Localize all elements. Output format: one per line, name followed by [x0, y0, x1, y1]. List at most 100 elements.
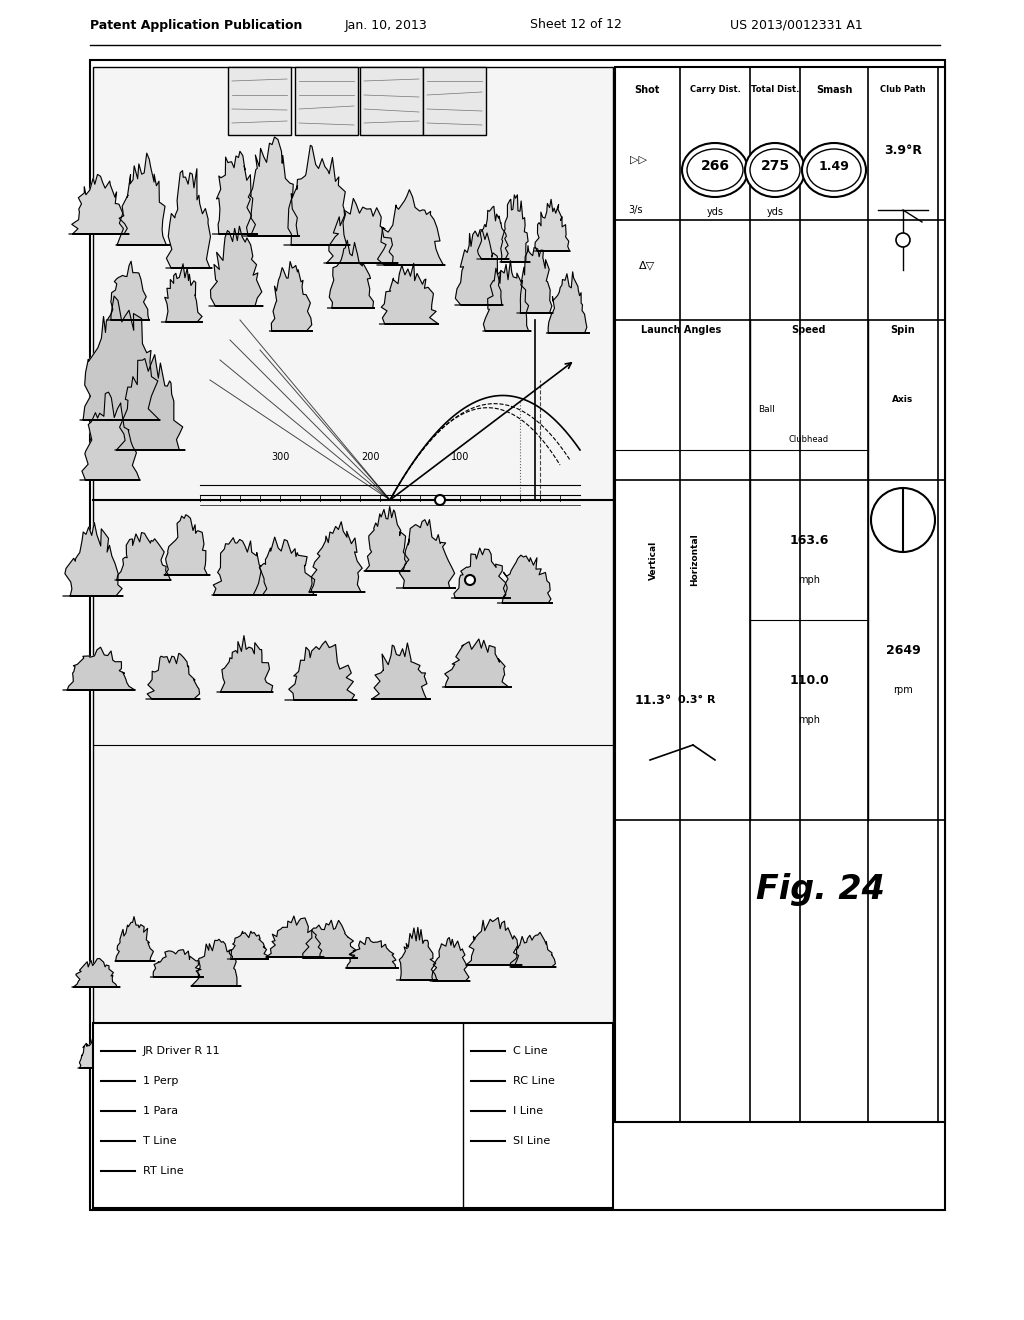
Polygon shape	[227, 931, 268, 960]
Text: Horizontal: Horizontal	[690, 533, 699, 586]
Text: Vertical: Vertical	[648, 540, 657, 579]
Polygon shape	[517, 246, 553, 313]
Text: RC Line: RC Line	[513, 1076, 555, 1086]
Polygon shape	[364, 507, 410, 572]
Polygon shape	[109, 1032, 133, 1063]
Polygon shape	[269, 261, 312, 331]
Polygon shape	[78, 1038, 106, 1068]
Polygon shape	[498, 556, 553, 603]
Polygon shape	[380, 263, 438, 323]
Text: Jan. 10, 2013: Jan. 10, 2013	[345, 18, 428, 32]
Polygon shape	[217, 636, 273, 692]
Polygon shape	[523, 1041, 560, 1078]
Polygon shape	[345, 937, 398, 968]
Text: Smash: Smash	[816, 84, 852, 95]
Polygon shape	[69, 174, 129, 234]
Polygon shape	[452, 548, 511, 598]
Text: Δ▽: Δ▽	[639, 260, 655, 271]
Text: 3.9°R: 3.9°R	[884, 144, 922, 157]
Text: 200: 200	[360, 451, 379, 462]
Bar	[228, 67, 291, 135]
Circle shape	[435, 495, 445, 506]
Polygon shape	[106, 261, 150, 319]
Text: Sheet 12 of 12: Sheet 12 of 12	[530, 18, 622, 32]
Polygon shape	[554, 1044, 585, 1071]
Text: 1 Perp: 1 Perp	[143, 1076, 178, 1086]
Polygon shape	[176, 1052, 213, 1078]
Polygon shape	[372, 643, 430, 700]
Polygon shape	[250, 537, 316, 595]
Polygon shape	[203, 1044, 231, 1078]
Polygon shape	[430, 1039, 462, 1069]
Text: 266: 266	[700, 158, 729, 173]
Bar	[615, 67, 945, 1122]
Text: 275: 275	[761, 158, 790, 173]
Text: 0.3° R: 0.3° R	[678, 696, 716, 705]
Text: ▷▷: ▷▷	[630, 154, 646, 165]
Polygon shape	[243, 137, 299, 236]
Polygon shape	[466, 917, 522, 965]
Bar	[93, 67, 613, 1122]
Polygon shape	[353, 1036, 389, 1074]
Polygon shape	[191, 940, 241, 986]
Bar	[90, 59, 945, 1210]
Polygon shape	[133, 1051, 161, 1076]
Bar	[423, 67, 486, 135]
Text: Clubhead: Clubhead	[788, 436, 829, 445]
Circle shape	[871, 488, 935, 552]
Polygon shape	[442, 639, 512, 686]
Ellipse shape	[687, 149, 743, 191]
Polygon shape	[396, 928, 437, 979]
Polygon shape	[162, 264, 203, 322]
Text: Club Path: Club Path	[881, 86, 926, 95]
Polygon shape	[403, 1035, 431, 1067]
Text: Speed: Speed	[792, 325, 826, 335]
Polygon shape	[213, 152, 257, 234]
Text: 300: 300	[270, 451, 289, 462]
Bar	[295, 67, 358, 135]
Polygon shape	[500, 195, 530, 261]
Ellipse shape	[682, 143, 748, 197]
Text: Spin: Spin	[891, 325, 915, 335]
Polygon shape	[146, 653, 200, 700]
Text: Total Dist.: Total Dist.	[751, 86, 799, 95]
Polygon shape	[377, 190, 445, 265]
Text: mph: mph	[798, 576, 820, 585]
Polygon shape	[396, 520, 456, 587]
Text: 110.0: 110.0	[790, 673, 828, 686]
Text: SI Line: SI Line	[513, 1137, 550, 1146]
Text: 100: 100	[451, 451, 469, 462]
Bar	[360, 67, 423, 135]
Text: yds: yds	[707, 207, 724, 216]
Polygon shape	[212, 537, 270, 595]
Polygon shape	[164, 515, 210, 576]
Polygon shape	[115, 532, 171, 579]
Text: Ball: Ball	[758, 405, 775, 414]
Polygon shape	[80, 296, 160, 420]
Polygon shape	[115, 916, 155, 961]
Text: I Line: I Line	[513, 1106, 543, 1115]
Polygon shape	[63, 647, 135, 690]
Circle shape	[896, 234, 910, 247]
Text: mph: mph	[798, 715, 820, 725]
Text: 3/s: 3/s	[629, 205, 643, 215]
Text: Shot: Shot	[634, 84, 659, 95]
Text: Fig. 24: Fig. 24	[756, 874, 885, 907]
Text: T Line: T Line	[143, 1137, 176, 1146]
Text: US 2013/0012331 A1: US 2013/0012331 A1	[730, 18, 863, 32]
Polygon shape	[116, 153, 170, 246]
Polygon shape	[510, 932, 556, 968]
Polygon shape	[254, 1036, 284, 1064]
Ellipse shape	[807, 149, 861, 191]
Circle shape	[465, 576, 475, 585]
Polygon shape	[72, 958, 120, 987]
Text: C Line: C Line	[513, 1045, 548, 1056]
Text: Launch Angles: Launch Angles	[641, 325, 721, 335]
Polygon shape	[154, 1045, 184, 1076]
Ellipse shape	[745, 143, 805, 197]
Polygon shape	[233, 1039, 260, 1071]
Polygon shape	[151, 950, 204, 977]
Text: Patent Application Publication: Patent Application Publication	[90, 18, 302, 32]
Polygon shape	[285, 642, 357, 700]
Polygon shape	[327, 1036, 359, 1068]
